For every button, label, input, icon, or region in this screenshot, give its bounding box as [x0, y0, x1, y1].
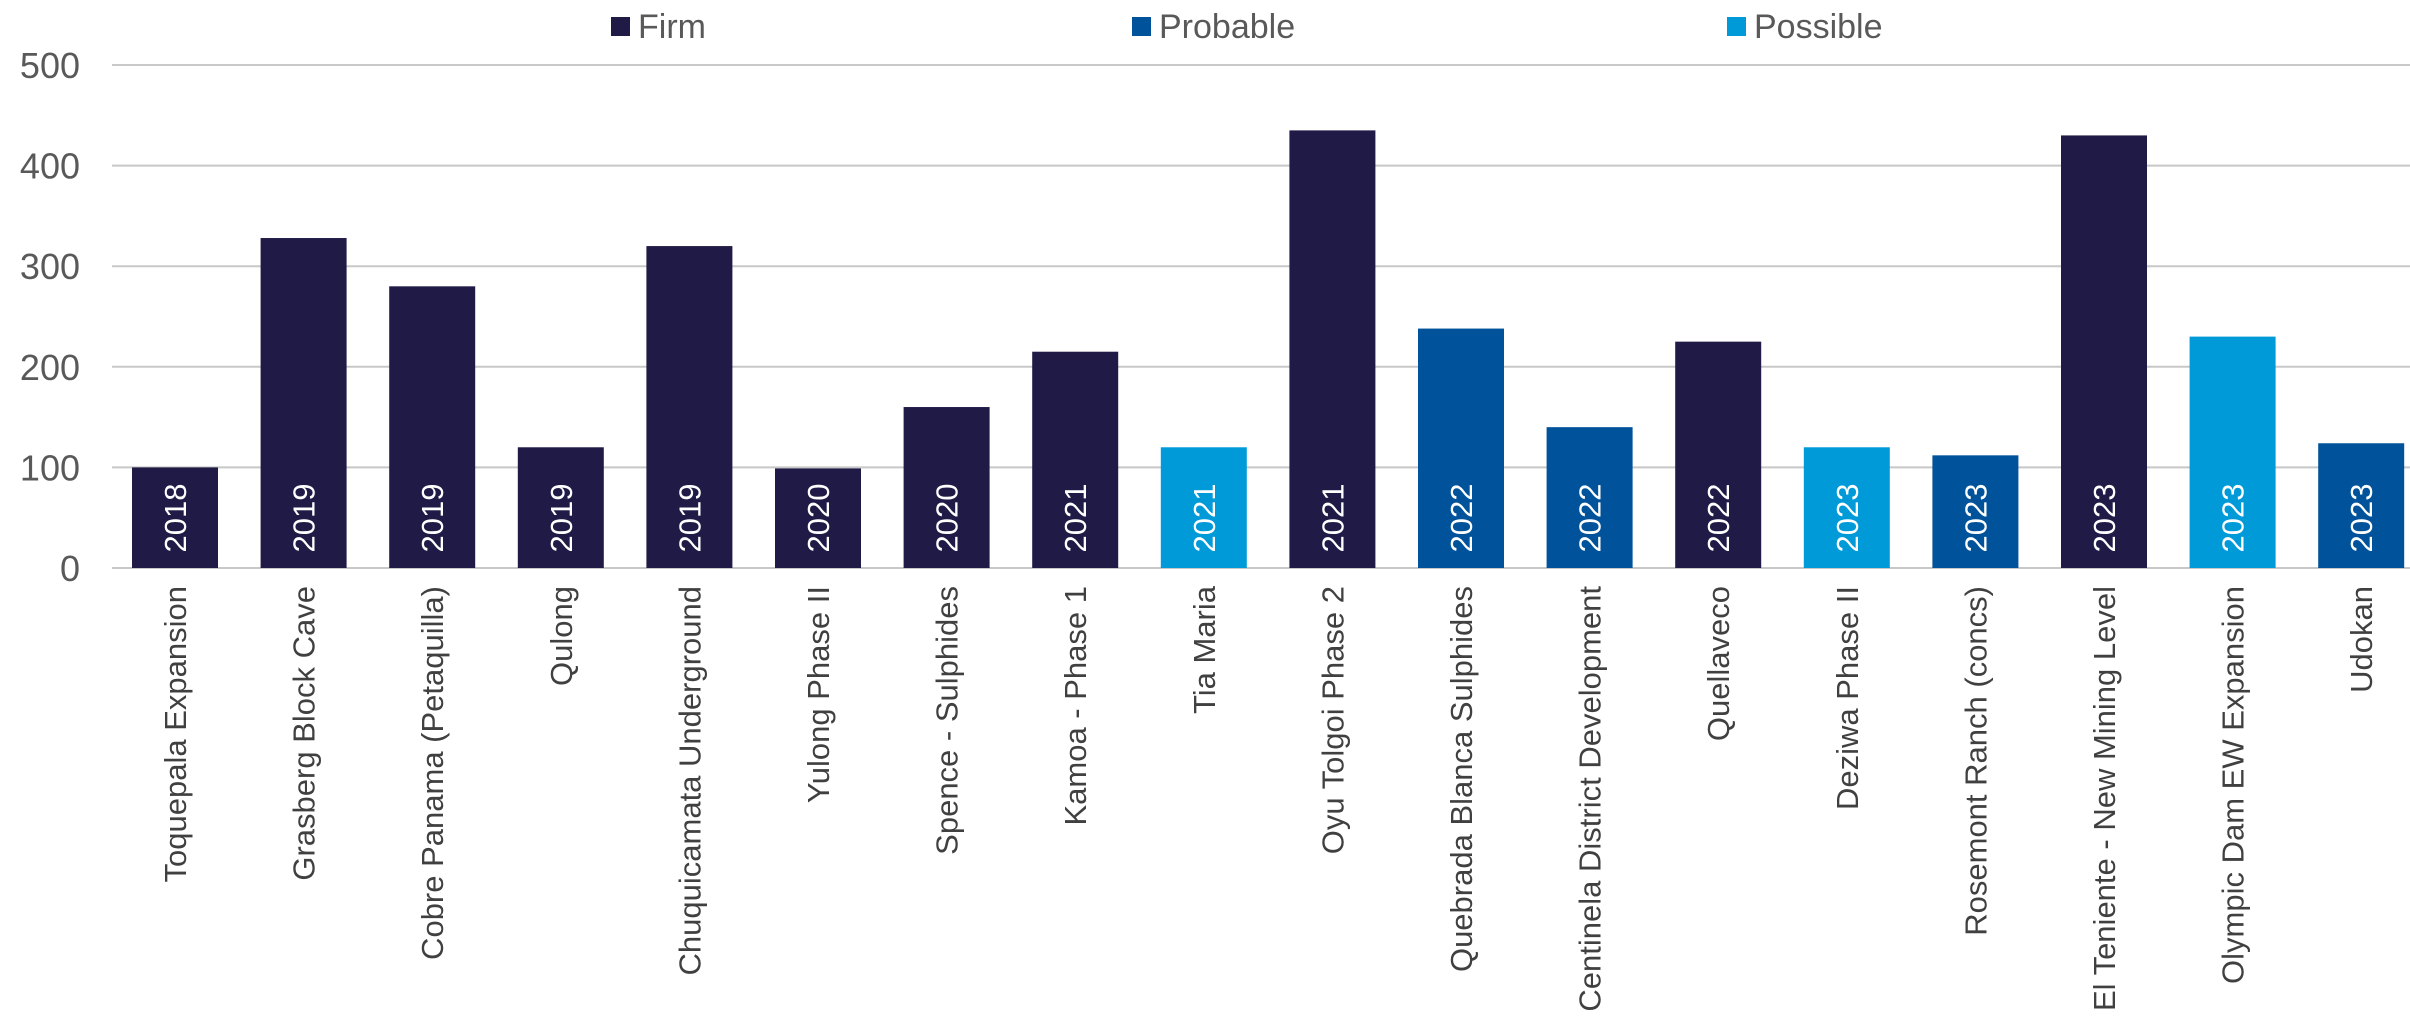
bar-year-label: 2023 — [2344, 484, 2379, 553]
bar-year-label: 2019 — [672, 484, 707, 553]
gridlines — [112, 64, 2410, 569]
bar — [1289, 130, 1376, 568]
legend-label: Probable — [1159, 8, 1295, 46]
bar-year-label: 2019 — [544, 484, 579, 553]
bar-year-label: 2020 — [930, 484, 965, 553]
x-tick-label: Olympic Dam EW Expansion — [2216, 586, 2251, 984]
bar — [1546, 427, 1633, 568]
x-tick-label: Qulong — [544, 586, 579, 686]
bar-year-label: 2022 — [1573, 484, 1608, 553]
x-tick-label: Centinela District Development — [1573, 586, 1608, 1012]
x-tick-label: Quebrada Blanca Sulphides — [1444, 586, 1479, 972]
bar — [1418, 328, 1504, 568]
bar-year-labels: 2018 2019 2019 2019 2019 2020 2020 2021 2021 2021… — [158, 484, 2379, 553]
legend-label: Possible — [1754, 8, 1883, 46]
bar-year-label: 2019 — [415, 484, 450, 553]
x-tick-label: Quellaveco — [1701, 586, 1736, 741]
bar-year-label: 2023 — [2216, 484, 2251, 553]
y-tick-label: 100 — [20, 447, 80, 488]
x-tick-label: Toquepala Expansion — [158, 586, 193, 882]
bar-year-label: 2019 — [287, 484, 322, 553]
x-tick-label: Chuquicamata Underground — [672, 586, 707, 975]
legend-swatch — [611, 17, 630, 36]
legend-swatch — [1132, 17, 1151, 36]
x-tick-label: Spence - Sulphides — [930, 586, 965, 855]
bar — [389, 286, 476, 568]
bar-year-label: 2022 — [1701, 484, 1736, 553]
bar — [2189, 336, 2276, 568]
y-tick-label: 500 — [20, 45, 80, 86]
x-tick-label: Deziwa Phase II — [1830, 586, 1865, 810]
x-tick-label: El Teniente - New Mining Level — [2087, 586, 2122, 1011]
bar-year-label: 2023 — [1958, 484, 1993, 553]
bar — [517, 447, 604, 568]
bar — [132, 467, 218, 568]
bar — [2061, 135, 2147, 569]
bar-year-label: 2021 — [1315, 484, 1350, 553]
bar — [260, 238, 347, 569]
y-tick-label: 400 — [20, 146, 80, 187]
x-tick-label: Rosemont Ranch (concs) — [1958, 586, 1993, 936]
x-tick-label: Kamoa - Phase 1 — [1058, 586, 1093, 826]
bar-year-label: 2023 — [1830, 484, 1865, 553]
legend-swatch — [1727, 17, 1746, 36]
bar — [1675, 341, 1762, 568]
y-tick-label: 300 — [20, 246, 80, 287]
bar — [775, 468, 861, 568]
bar — [1032, 351, 1119, 568]
bar — [903, 407, 990, 568]
bar-year-label: 2023 — [2087, 484, 2122, 553]
y-axis-ticks: 0 100 200 300 400 500 — [20, 45, 80, 589]
x-tick-label: Tia Maria — [1187, 585, 1222, 714]
bar-year-label: 2018 — [158, 484, 193, 553]
bar — [646, 246, 733, 568]
bar — [2318, 443, 2405, 568]
x-tick-label: Oyu Tolgoi Phase 2 — [1315, 586, 1350, 854]
bars — [132, 130, 2405, 569]
bar-year-label: 2021 — [1187, 484, 1222, 553]
x-axis-ticks: Toquepala Expansion Grasberg Block Cave Co… — [158, 585, 2379, 1011]
bar — [1160, 447, 1247, 568]
x-tick-label: Yulong Phase II — [801, 586, 836, 803]
bar-year-label: 2020 — [801, 484, 836, 553]
bar-year-label: 2022 — [1444, 484, 1479, 553]
legend: Firm Probable Possible — [611, 8, 1883, 46]
y-tick-label: 0 — [60, 548, 80, 589]
y-tick-label: 200 — [20, 347, 80, 388]
x-tick-label: Udokan — [2344, 586, 2379, 693]
x-tick-label: Cobre Panama (Petaquilla) — [415, 586, 450, 960]
legend-label: Firm — [638, 8, 706, 46]
bar — [1932, 455, 2019, 568]
bar-year-label: 2021 — [1058, 484, 1093, 553]
bar — [1803, 447, 1890, 568]
x-tick-label: Grasberg Block Cave — [287, 586, 322, 881]
